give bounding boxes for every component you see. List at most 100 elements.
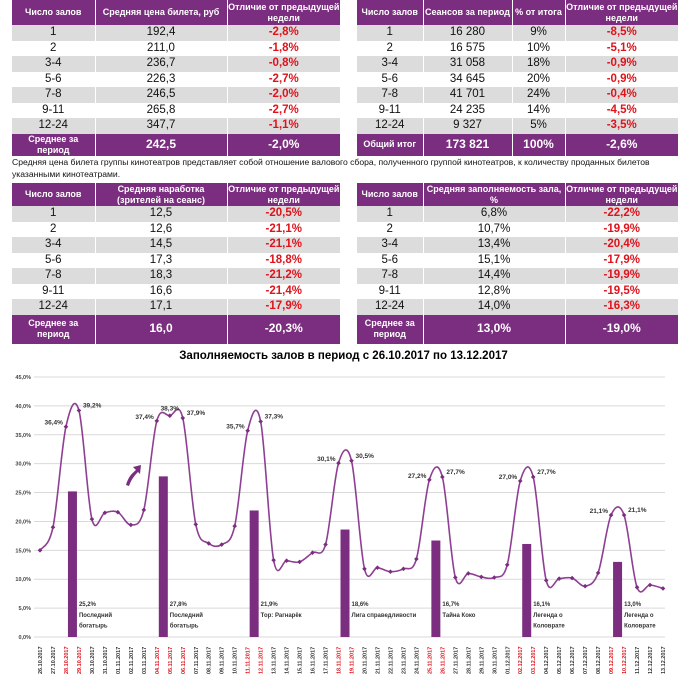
bar-film-label: Тайна Коко: [442, 612, 475, 619]
y-tick-label: 10,0%: [15, 577, 31, 583]
x-tick-label: 12.12.2017: [648, 646, 654, 674]
data-point-marker: [478, 574, 484, 580]
data-point-marker: [349, 458, 354, 464]
table-cell: 3-4: [12, 56, 95, 72]
table-row: 1 12,5 -20,5%: [12, 206, 340, 222]
data-point-marker: [141, 507, 147, 513]
x-tick-label: 21.11.2017: [375, 647, 381, 674]
y-tick-label: 35,0%: [15, 433, 31, 439]
total-cell: Общий итог: [357, 133, 423, 156]
table-cell: -2,7%: [226, 71, 340, 87]
data-point-marker: [660, 586, 666, 591]
x-tick-label: 27.11.2017: [453, 647, 459, 674]
x-tick-label: 25.11.2017: [427, 647, 433, 674]
table-row: 2 211,0 -1,8%: [12, 40, 340, 56]
table-row: 9-11 265,8 -2,7%: [12, 102, 340, 118]
data-point-marker: [336, 460, 341, 466]
data-point-marker: [50, 524, 56, 530]
data-label: 37,9%: [187, 410, 206, 417]
data-point-marker: [323, 542, 328, 547]
bar-value-label: 13,0%: [624, 602, 642, 608]
y-tick-label: 25,0%: [15, 491, 31, 497]
table-cell: -21,4%: [226, 283, 340, 299]
header-row: Число залов Средняя цена билета, руб Отлич…: [12, 0, 340, 25]
data-point-marker: [634, 585, 640, 590]
table-cell: 34 645: [422, 71, 512, 87]
header-row: Число залов Средняя заполняемость зала, %…: [357, 183, 678, 206]
data-label: 36,4%: [45, 420, 64, 427]
table-cell: 9 327: [422, 118, 512, 134]
bar: [249, 510, 259, 637]
table-cell: -1,1%: [226, 118, 340, 134]
table-cell: 2: [50, 222, 57, 235]
data-label: 27,0%: [499, 474, 518, 481]
table-cell: 1: [357, 206, 423, 222]
bar-value-label: 27,8%: [170, 602, 188, 608]
x-tick-label: 29.10.2017: [77, 646, 83, 674]
table-cell: 236,7: [94, 56, 227, 72]
x-tick-label: 28.11.2017: [466, 647, 472, 674]
total-cell: Среднее за период: [357, 314, 423, 344]
price-note: Средняя цена билета группы кинотеатров п…: [12, 157, 650, 179]
data-label: 37,3%: [265, 413, 284, 420]
sessions-table: Число залов Сеансов за период% от итога От…: [357, 0, 678, 156]
x-tick-label: 24.11.2017: [414, 647, 420, 674]
x-tick-label: 27.10.2017: [51, 646, 57, 674]
table-cell: -4,5%: [564, 102, 678, 118]
table-cell: -2,0%: [226, 87, 340, 103]
table-row: 7-8 14,4% -19,9%: [357, 268, 678, 284]
data-point-marker: [167, 413, 173, 419]
table-cell: 9-11: [42, 103, 65, 116]
chart-title: Заполняемость залов в период с 26.10.201…: [179, 350, 508, 362]
bar-film-label: Последний: [79, 612, 112, 619]
x-tick-label: 29.11.2017: [479, 647, 485, 674]
x-tick-label: 11.11.2017: [246, 647, 252, 674]
x-tick-label: 20.11.2017: [362, 647, 368, 674]
bar-value-label: 18,6%: [352, 602, 370, 608]
table-cell: -19,9%: [564, 268, 678, 284]
table-cell: -3,5%: [564, 118, 678, 134]
total-cell: 13,0%: [422, 314, 565, 344]
table-cell: 14,5: [94, 237, 227, 253]
table-row: 3-4 31 058 18% -0,9%: [357, 56, 678, 72]
table-cell: 7-8: [12, 268, 95, 284]
data-point-marker: [647, 582, 653, 588]
table-cell: 7-8: [357, 87, 423, 103]
table-cell: -20,4%: [564, 237, 678, 253]
x-tick-label: 02.11.2017: [129, 647, 135, 674]
x-tick-label: 15.11.2017: [298, 647, 304, 674]
table-cell: 7-8: [357, 268, 423, 284]
table-cell: 226,3: [94, 71, 227, 87]
total-cell: Среднее за период: [12, 314, 95, 344]
data-point-marker: [76, 408, 82, 413]
data-point-marker: [375, 565, 380, 570]
data-label: 35,7%: [226, 424, 245, 431]
table-cell: -16,3%: [564, 299, 678, 315]
bar: [522, 543, 532, 637]
bar-film-label: богатырь: [79, 623, 108, 630]
data-point-marker: [556, 576, 562, 581]
x-tick-label: 07.12.2017: [583, 646, 589, 674]
table-row: 12-24 347,7 -1,1%: [12, 118, 340, 134]
x-tick-label: 10.11.2017: [233, 647, 239, 674]
table-cell: 17,3: [94, 252, 227, 268]
table-cell: -19,9%: [564, 221, 678, 237]
table-cell: 9-11: [42, 284, 65, 297]
data-point-marker: [310, 550, 315, 555]
data-label: 21,1%: [590, 508, 609, 515]
data-point-marker: [180, 415, 186, 421]
data-point-marker: [414, 556, 419, 562]
data-label: 27,7%: [537, 469, 556, 476]
total-cell: -19,0%: [564, 314, 678, 344]
data-point-marker: [491, 575, 497, 580]
table-row: 5-6 34 645 20% -0,9%: [357, 71, 678, 87]
bar: [67, 491, 77, 637]
x-tick-label: 05.11.2017: [168, 647, 174, 674]
table-cell: 3-4: [357, 56, 423, 72]
table-cell: -0,9%: [564, 71, 678, 87]
data-label: 39,2%: [83, 403, 102, 410]
data-point-marker: [271, 557, 276, 563]
total-cell: -20,3%: [226, 314, 340, 344]
table-cell: 5-6: [381, 72, 399, 85]
table-cell: 265,8: [94, 102, 227, 118]
